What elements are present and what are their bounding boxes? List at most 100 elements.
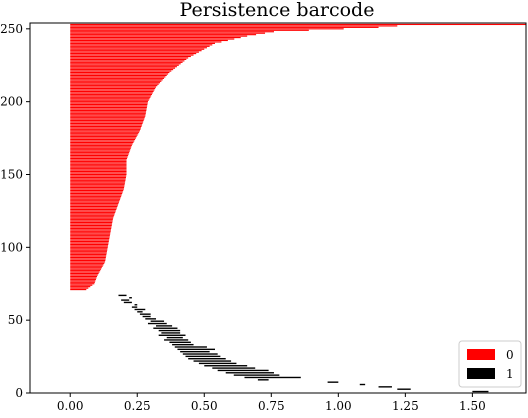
- bar-dim0-170: [70, 144, 132, 146]
- bar-dim0-167: [70, 149, 131, 151]
- bar-dim0-108: [70, 235, 110, 237]
- bar-dim0-119: [70, 219, 113, 221]
- bar-dim0-172: [70, 141, 134, 144]
- bar-dim0-105: [70, 239, 110, 241]
- bar-dim0-248: [70, 31, 274, 33]
- bar-dim0-161: [70, 157, 128, 160]
- bar-dim1-7: [137, 311, 143, 313]
- bar-dim0-81: [70, 274, 98, 276]
- legend-swatch-1: [467, 368, 495, 379]
- legend-swatch-0: [467, 349, 495, 360]
- bar-dim1-38: [359, 383, 366, 386]
- bar-dim0-140: [70, 188, 124, 190]
- legend: 01: [458, 340, 522, 388]
- bar-dim1-15: [158, 329, 181, 332]
- bar-dim0-160: [70, 159, 127, 161]
- bar-dim0-123: [70, 213, 115, 215]
- bar-dim0-247: [70, 32, 266, 34]
- bar-dim0-117: [70, 221, 113, 224]
- bar-dim0-187: [70, 120, 144, 122]
- bars-group: [70, 23, 526, 393]
- bar-dim0-127: [70, 207, 117, 209]
- bar-dim1-39: [378, 386, 392, 388]
- bar-dim1-14: [153, 327, 178, 329]
- bar-dim1-18: [166, 336, 183, 339]
- bar-dim0-77: [70, 280, 96, 282]
- bar-dim0-250: [70, 28, 344, 30]
- bar-dim1-25: [182, 353, 218, 355]
- bar-dim0-148: [70, 176, 126, 178]
- bar-dim1-16: [161, 332, 181, 334]
- bar-dim0-238: [70, 45, 210, 47]
- bar-dim0-227: [70, 61, 183, 63]
- bar-dim0-198: [70, 103, 148, 106]
- bar-dim1-35: [244, 376, 301, 379]
- bar-dim0-228: [70, 60, 185, 62]
- bar-dim0-229: [70, 58, 187, 60]
- bar-dim0-201: [70, 99, 149, 101]
- bar-dim0-124: [70, 211, 116, 213]
- bar-dim0-138: [70, 191, 123, 193]
- bar-dim0-181: [70, 128, 141, 130]
- bar-dim1-13: [156, 325, 173, 327]
- bar-dim0-220: [70, 71, 170, 74]
- bar-dim0-205: [70, 93, 152, 95]
- bar-dim1-23: [177, 348, 215, 351]
- bar-dim1-27: [188, 358, 226, 360]
- bar-dim0-223: [70, 67, 176, 69]
- bar-dim0-146: [70, 179, 126, 181]
- bar-dim0-158: [70, 162, 127, 164]
- bar-dim1-11: [150, 320, 165, 322]
- bar-dim0-216: [70, 77, 165, 79]
- bar-dim0-182: [70, 127, 141, 129]
- bar-dim1-30: [204, 365, 248, 367]
- bar-dim0-83: [70, 271, 100, 273]
- bar-dim0-149: [70, 175, 127, 177]
- bar-dim0-180: [70, 130, 140, 132]
- bar-dim0-188: [70, 118, 145, 120]
- bar-dim0-218: [70, 74, 167, 77]
- x-tick-label: 0.75: [258, 399, 285, 413]
- bar-dim0-251: [70, 26, 379, 28]
- bar-dim0-72: [70, 287, 89, 289]
- bar-dim0-90: [70, 261, 106, 263]
- bar-dim0-235: [70, 50, 202, 52]
- x-tick-label: 0.00: [57, 399, 84, 413]
- bar-dim0-243: [70, 38, 235, 40]
- bar-dim0-134: [70, 197, 121, 199]
- bar-dim1-40: [397, 388, 411, 390]
- bar-dim0-137: [70, 192, 123, 195]
- bar-dim0-225: [70, 64, 179, 66]
- bar-dim0-94: [70, 255, 107, 257]
- plot-frame: [29, 22, 527, 394]
- bar-dim1-17: [158, 334, 186, 336]
- y-tick-label: 0: [15, 386, 23, 400]
- bar-dim1-36: [257, 379, 269, 381]
- y-tick-label: 200: [0, 95, 23, 109]
- bar-dim0-213: [70, 82, 161, 84]
- bar-dim1-37: [327, 381, 339, 383]
- bar-dim0-219: [70, 73, 169, 75]
- bar-dim0-121: [70, 216, 114, 218]
- bar-dim0-168: [70, 147, 131, 149]
- bar-dim0-73: [70, 286, 91, 288]
- bar-dim0-87: [70, 265, 103, 267]
- y-tick-label: 250: [0, 22, 23, 36]
- bar-dim0-174: [70, 138, 136, 141]
- bar-dim0-194: [70, 109, 147, 111]
- bar-dim0-163: [70, 154, 129, 157]
- bar-dim0-126: [70, 208, 117, 211]
- chart-title: Persistence barcode: [180, 0, 375, 21]
- bar-dim0-222: [70, 69, 174, 71]
- bar-dim1-33: [225, 372, 274, 374]
- bar-dim0-204: [70, 95, 152, 97]
- bar-dim0-88: [70, 264, 104, 266]
- bar-dim0-150: [70, 173, 127, 176]
- bar-dim0-206: [70, 92, 153, 94]
- bar-dim0-245: [70, 35, 248, 37]
- bar-dim0-164: [70, 153, 129, 155]
- bar-dim0-221: [70, 70, 172, 72]
- bar-dim0-75: [70, 283, 95, 285]
